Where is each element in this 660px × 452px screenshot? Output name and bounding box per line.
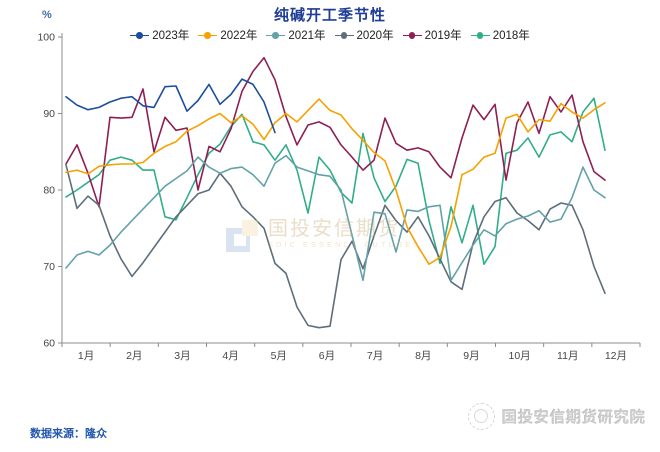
y-tick-label: 70: [43, 261, 55, 273]
x-tick-label: 3月: [174, 350, 190, 362]
legend-label: 2021年: [288, 30, 326, 42]
legend-item-2021年[interactable]: 2021年: [266, 27, 326, 43]
chart-canvas: 60 70 80 90 100 1月 2月 3月 4月 5月 6月 7月 8月 9月 10月 11月 12月: [37, 32, 641, 362]
y-tick-label: 90: [43, 108, 55, 120]
legend-line-dot-icon: [402, 32, 422, 39]
x-tick-label: 12月: [605, 350, 627, 362]
legend-item-2023年[interactable]: 2023年: [130, 27, 189, 43]
x-tick-label: 1月: [78, 350, 94, 362]
y-tick-label: 100: [37, 32, 55, 44]
x-tick-label: 4月: [222, 350, 238, 362]
legend-line-dot-icon: [470, 32, 490, 39]
series-line-2020年: [65, 164, 606, 329]
x-tick-label: 8月: [415, 350, 431, 362]
x-tick-label: 6月: [319, 350, 335, 362]
series-line-2021年: [65, 154, 606, 282]
series-line-2019年: [65, 56, 606, 208]
x-tick-label: 10月: [508, 350, 530, 362]
legend-line-dot-icon: [198, 32, 218, 39]
x-tick-label: 7月: [367, 350, 383, 362]
x-tick-label: 2月: [126, 350, 142, 362]
y-tick-label: 80: [43, 185, 55, 197]
legend-line-dot-icon: [266, 32, 286, 39]
legend-item-2018年[interactable]: 2018年: [470, 27, 530, 43]
legend-item-2020年[interactable]: 2020年: [334, 27, 394, 43]
legend-line-dot-icon: [130, 32, 150, 39]
brand-name-text: 国投安信期货研究院: [501, 409, 646, 426]
legend-item-2022年[interactable]: 2022年: [198, 27, 257, 43]
y-axis-unit-label: %: [42, 9, 52, 21]
legend-label: 2023年: [152, 30, 190, 42]
x-tick-label: 9月: [463, 350, 479, 362]
brand-emblem-icon: [467, 403, 495, 430]
legend-line-dot-icon: [334, 32, 354, 39]
footer-brandmark: 国投安信期货研究院: [467, 403, 646, 430]
series-line-2018年: [65, 97, 606, 266]
data-source-note: 数据来源：隆众: [30, 428, 107, 440]
series-line-2023年: [65, 78, 276, 134]
x-tick-label: 5月: [271, 350, 287, 362]
legend-label: 2022年: [220, 30, 258, 42]
chart-title: 纯碱开工季节性: [273, 7, 386, 24]
legend-label: 2018年: [492, 30, 530, 42]
chart-legend: 2023年 2022年 2021年 2020年 2019年 2018年: [0, 27, 660, 43]
y-tick-label: 60: [43, 338, 55, 350]
legend-label: 2020年: [356, 30, 394, 42]
legend-item-2019年[interactable]: 2019年: [402, 27, 462, 43]
series-line-2022年: [65, 98, 606, 266]
x-tick-label: 11月: [557, 350, 578, 362]
legend-label: 2019年: [424, 30, 462, 42]
